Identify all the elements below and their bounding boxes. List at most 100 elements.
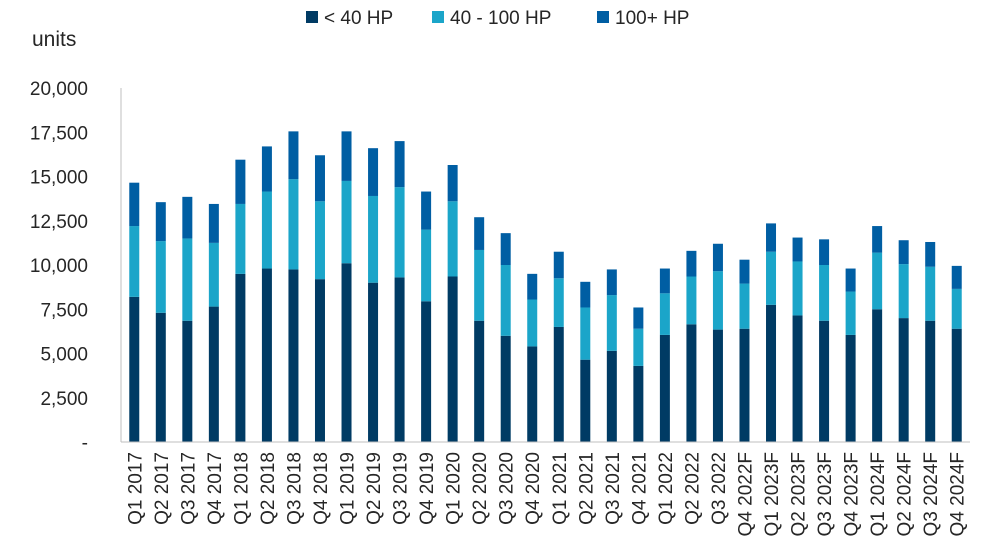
bar-segment-series-1 <box>659 334 670 442</box>
legend-label-series-1: < 40 HP <box>324 8 393 29</box>
bar-segment-series-3 <box>235 159 246 204</box>
bar-segment-series-1 <box>633 365 644 442</box>
bar-segment-series-1 <box>261 268 272 442</box>
bar-segment-series-2 <box>925 266 936 321</box>
y-axis-ticks: - 2,500 5,000 7,500 10,000 12,500 15,000 17,500… <box>30 79 88 454</box>
bar-segment-series-3 <box>208 203 219 243</box>
x-tick-label: Q4 2018 <box>311 452 332 525</box>
bar-segment-series-2 <box>659 293 670 335</box>
bar-segment-series-1 <box>845 334 856 442</box>
bar-segment-series-2 <box>288 179 299 270</box>
legend-swatch-series-1 <box>306 11 318 23</box>
legend-label-series-2: 40 - 100 HP <box>450 8 551 29</box>
legend-swatch-series-2 <box>432 11 444 23</box>
x-tick-label: Q4 2017 <box>205 452 226 525</box>
bar-segment-series-3 <box>553 251 564 279</box>
bars <box>129 131 962 442</box>
bar-segment-series-2 <box>633 328 644 366</box>
bar-segment-series-3 <box>368 148 379 196</box>
x-tick-label: Q3 2023F <box>815 452 836 537</box>
x-tick-label: Q3 2017 <box>178 452 199 525</box>
bar-segment-series-3 <box>500 233 511 265</box>
bar-segment-series-1 <box>792 315 803 442</box>
bar-segment-series-2 <box>845 291 856 335</box>
x-tick-label: Q2 2021 <box>576 452 597 525</box>
bar-segment-series-2 <box>872 252 883 310</box>
bar-segment-series-2 <box>500 265 511 336</box>
x-tick-label: Q2 2019 <box>364 452 385 525</box>
bar-segment-series-3 <box>712 243 723 272</box>
bar-segment-series-3 <box>261 146 272 192</box>
x-tick-label: Q1 2020 <box>444 452 465 525</box>
bar-segment-series-3 <box>898 240 909 265</box>
bar-segment-series-3 <box>155 202 166 242</box>
bar-segment-series-2 <box>898 264 909 319</box>
x-tick-label: Q3 2022 <box>709 452 730 525</box>
bar-segment-series-2 <box>606 295 617 351</box>
bar-segment-series-1 <box>580 359 591 442</box>
y-tick-label: - <box>82 433 88 454</box>
bar-segment-series-1 <box>155 312 166 442</box>
bar-segment-series-2 <box>951 288 962 329</box>
bar-segment-series-1 <box>341 263 352 442</box>
bar-segment-series-2 <box>368 195 379 283</box>
y-tick-label: 12,500 <box>30 212 88 233</box>
bar-segment-series-3 <box>182 196 193 239</box>
bar-segment-series-1 <box>898 318 909 442</box>
bar-segment-series-3 <box>686 250 697 277</box>
bar-segment-series-1 <box>421 301 432 442</box>
bar-segment-series-1 <box>394 277 405 442</box>
bar-segment-series-1 <box>314 279 325 442</box>
bar-segment-series-1 <box>527 346 538 442</box>
bar-segment-series-2 <box>527 299 538 347</box>
x-tick-label: Q1 2021 <box>550 452 571 525</box>
bar-segment-series-3 <box>474 217 485 250</box>
bar-segment-series-3 <box>394 141 405 188</box>
bar-segment-series-2 <box>129 226 140 297</box>
bar-segment-series-2 <box>394 187 405 278</box>
bar-segment-series-3 <box>421 191 432 230</box>
bar-segment-series-3 <box>447 165 458 202</box>
bar-segment-series-2 <box>766 251 777 305</box>
legend-swatch-series-3 <box>597 11 609 23</box>
bar-segment-series-2 <box>261 191 272 269</box>
bar-segment-series-1 <box>951 328 962 442</box>
x-tick-label: Q1 2023F <box>762 452 783 537</box>
x-tick-label: Q1 2022 <box>656 452 677 525</box>
x-tick-label: Q2 2018 <box>258 452 279 525</box>
bar-segment-series-1 <box>235 273 246 442</box>
bar-segment-series-2 <box>819 265 830 321</box>
bar-segment-series-2 <box>421 229 432 302</box>
bar-segment-series-3 <box>951 265 962 289</box>
x-tick-label: Q1 2018 <box>231 452 252 525</box>
bar-segment-series-2 <box>792 261 803 316</box>
bar-segment-series-1 <box>686 324 697 442</box>
x-tick-label: Q2 2024F <box>895 452 916 537</box>
bar-segment-series-3 <box>739 259 750 284</box>
bar-segment-series-3 <box>792 237 803 262</box>
bar-segment-series-3 <box>314 155 325 202</box>
x-tick-label: Q1 2017 <box>125 452 146 525</box>
bar-segment-series-2 <box>474 249 485 321</box>
bar-segment-series-1 <box>925 320 936 442</box>
bar-segment-series-1 <box>872 309 883 442</box>
bar-segment-series-3 <box>925 241 936 267</box>
x-axis-ticks: Q1 2017 Q2 2017 Q3 2017 Q4 2017 Q1 2018 Q2 20… <box>125 452 968 537</box>
y-tick-label: 7,500 <box>40 300 88 321</box>
x-tick-label: Q2 2020 <box>470 452 491 525</box>
bar-segment-series-1 <box>474 320 485 442</box>
bar-segment-series-2 <box>553 278 564 327</box>
bar-segment-series-2 <box>208 242 219 307</box>
bar-segment-series-3 <box>633 307 644 329</box>
bar-segment-series-1 <box>500 335 511 442</box>
bar-segment-series-3 <box>845 268 856 292</box>
bar-segment-series-3 <box>288 131 299 180</box>
y-tick-label: 17,500 <box>30 123 88 144</box>
bar-segment-series-1 <box>553 326 564 442</box>
bar-segment-series-1 <box>606 350 617 442</box>
x-tick-label: Q3 2018 <box>284 452 305 525</box>
bar-segment-series-2 <box>182 238 193 321</box>
bar-segment-series-3 <box>872 226 883 253</box>
